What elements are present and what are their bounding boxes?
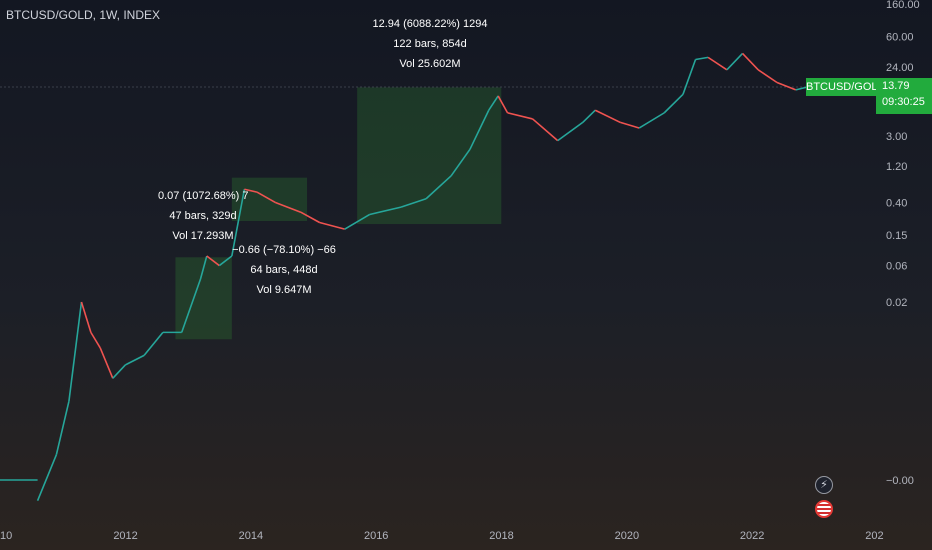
y-tick-label: 0.06: [886, 261, 907, 273]
measure-label-line: −0.66 (−78.10%) −66: [232, 244, 336, 256]
price-segment: [582, 109, 596, 123]
measure-label-line: 122 bars, 854d: [393, 38, 467, 50]
price-segment: [638, 112, 665, 129]
x-tick-label: 2020: [615, 530, 639, 542]
price-segment: [55, 401, 70, 455]
y-tick-label: 3.00: [886, 131, 907, 143]
price-segment: [507, 112, 533, 120]
price-segment: [206, 255, 220, 267]
y-tick-label: 0.15: [886, 230, 907, 242]
price-segment: [776, 81, 797, 91]
price-segment: [469, 109, 490, 150]
y-tick-label: 0.40: [886, 198, 907, 210]
measure-label-line: Vol 25.602M: [399, 58, 461, 70]
last-price-value: 13.79: [882, 80, 910, 92]
x-tick-label: 2014: [239, 530, 263, 542]
y-tick-label: 0.02: [886, 297, 907, 309]
price-segment: [300, 211, 320, 224]
x-axis: 10 2012 2014 2016 2018 2020 2022 202: [0, 530, 884, 542]
price-segment: [532, 118, 559, 142]
x-tick-label: 2016: [364, 530, 388, 542]
price-segment: [180, 278, 202, 333]
y-tick-label: 24.00: [886, 62, 914, 74]
price-segment: [124, 354, 145, 366]
price-segment: [757, 69, 778, 84]
y-tick-label: 1.20: [886, 161, 907, 173]
measure-box: [357, 87, 502, 225]
price-segment: [36, 454, 58, 501]
measure-label-drop: −0.66 (−78.10%) −66 64 bars, 448d Vol 9.…: [232, 240, 336, 300]
price-segment: [557, 121, 584, 142]
price-segment: [488, 95, 499, 111]
last-price-tag: 13.79 09:30:25: [876, 78, 932, 114]
price-segment: [256, 191, 277, 204]
measure-label-rise: 0.07 (1072.68%) 7 47 bars, 329d Vol 17.2…: [158, 186, 249, 246]
price-segment: [143, 331, 164, 356]
price-segment: [707, 56, 728, 71]
price-segment: [244, 188, 258, 193]
price-segment: [497, 95, 509, 114]
y-tick-label: 60.00: [886, 32, 914, 44]
price-segment: [319, 221, 345, 230]
price-segment: [726, 52, 744, 71]
price-segment: [231, 189, 246, 257]
x-tick-label: 2022: [740, 530, 764, 542]
y-tick-label: 160.00: [886, 0, 920, 11]
price-segment: [369, 206, 402, 216]
measure-label-line: 47 bars, 329d: [169, 210, 237, 222]
price-segment: [400, 198, 427, 208]
measure-label-line: Vol 9.647M: [256, 284, 312, 296]
measure-label-line: 12.94 (6088.22%) 1294: [372, 18, 488, 30]
measure-label-main: 12.94 (6088.22%) 1294 122 bars, 854d Vol…: [360, 14, 500, 74]
y-tick-label: −0.00: [886, 475, 914, 487]
price-segment: [695, 56, 709, 61]
price-segment: [425, 175, 452, 200]
measure-boxes: [175, 87, 502, 340]
price-segment: [80, 301, 92, 333]
chart-title: BTCUSD/GOLD, 1W, INDEX: [6, 8, 161, 22]
price-segment: [99, 347, 114, 379]
price-segment: [199, 255, 208, 280]
price-segment: [112, 364, 126, 379]
price-segment: [450, 148, 471, 177]
price-segment: [594, 109, 621, 124]
bar-countdown: 09:30:25: [882, 96, 925, 108]
measure-label-line: 0.07 (1072.68%) 7: [158, 190, 249, 202]
x-tick-label: 2018: [489, 530, 513, 542]
symbol-price-tag[interactable]: BTCUSD/GOLD: [806, 78, 885, 96]
price-segment: [344, 213, 371, 230]
measure-label-line: Vol 17.293M: [172, 230, 234, 242]
price-segment: [682, 59, 697, 95]
lightning-icon[interactable]: ⚡: [815, 476, 833, 494]
x-tick-label: 2012: [113, 530, 137, 542]
price-segment: [218, 255, 233, 267]
price-segment: [741, 52, 759, 71]
price-segment: [90, 331, 101, 349]
price-series: [0, 52, 815, 501]
y-axis: 160.0060.0024.009.003.001.200.400.150.06…: [886, 0, 920, 487]
x-tick-label: 10: [0, 530, 12, 542]
price-segment: [620, 121, 640, 129]
us-flag-icon[interactable]: [815, 500, 833, 518]
x-tick-label: 202: [865, 530, 883, 542]
price-segment: [68, 301, 83, 402]
measure-label-line: 64 bars, 448d: [250, 264, 318, 276]
price-segment: [275, 201, 302, 213]
price-segment: [663, 93, 684, 114]
